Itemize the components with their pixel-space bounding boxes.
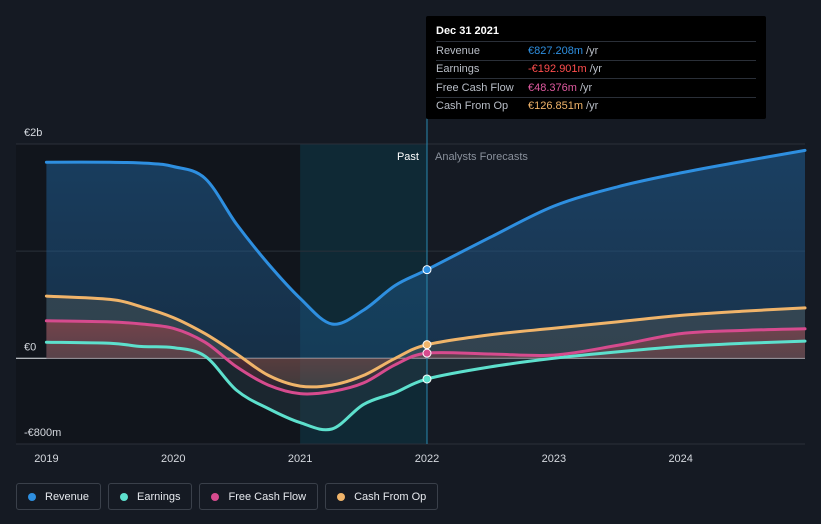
tooltip-row-unit: /yr	[579, 81, 593, 94]
x-axis-labels: 2019 2020 2021 2022 2023 2024	[34, 453, 693, 465]
legend-label: Revenue	[45, 490, 90, 503]
legend-item-cash-from-op[interactable]: Cash From Op	[325, 483, 439, 510]
tooltip-row-value: -€192.901m	[528, 63, 587, 76]
tooltip-row-unit: /yr	[589, 63, 602, 76]
tooltip-row-free-cash-flow: Free Cash Flow €48.376m/yr	[436, 78, 756, 97]
legend-item-earnings[interactable]: Earnings	[108, 483, 193, 510]
legend-label: Earnings	[137, 490, 181, 503]
x-tick-label: 2019	[34, 453, 58, 465]
forecast-label: Analysts Forecasts	[435, 151, 528, 163]
free-cash-flow-marker	[422, 348, 432, 358]
tooltip-row-label: Revenue	[436, 44, 481, 57]
legend-item-revenue[interactable]: Revenue	[16, 483, 102, 510]
tooltip-row-label: Free Cash Flow	[436, 81, 514, 94]
legend-dot-icon	[337, 492, 346, 501]
legend-item-free-cash-flow[interactable]: Free Cash Flow	[199, 483, 319, 510]
series-lines	[44, 148, 807, 432]
data-tooltip: Dec 31 2021 Revenue €827.208m/yr Earnings -…	[426, 16, 766, 119]
x-tick-label: 2021	[288, 453, 312, 465]
x-tick-label: 2022	[415, 453, 439, 465]
earnings-line	[44, 339, 807, 432]
tooltip-row-earnings: Earnings -€192.901m/yr	[436, 59, 756, 79]
x-tick-label: 2020	[161, 453, 185, 465]
cash-from-op-line	[44, 294, 807, 389]
revenue-line	[44, 148, 807, 326]
cash-from-op-area	[46, 296, 805, 387]
legend: Revenue Earnings Free Cash Flow Cash From O…	[16, 483, 439, 510]
legend-dot-icon	[211, 492, 220, 501]
x-tick-label: 2024	[668, 453, 692, 465]
free-cash-flow-line	[44, 319, 807, 396]
x-tick-label: 2023	[542, 453, 566, 465]
y-tick-label: €2b	[24, 127, 42, 139]
legend-dot-icon	[28, 492, 36, 501]
legend-dot-icon	[120, 492, 129, 501]
legend-label: Free Cash Flow	[228, 490, 307, 503]
y-tick-label: -€800m	[24, 427, 61, 439]
tooltip-row-value: €827.208m	[528, 44, 584, 57]
revenue-marker	[422, 265, 432, 275]
past-label: Past	[397, 151, 419, 163]
tooltip-row-revenue: Revenue €827.208m/yr	[436, 41, 756, 60]
tooltip-row-unit: /yr	[586, 44, 599, 57]
y-axis-labels: €2b €0 -€800m	[24, 127, 61, 439]
tooltip-row-cash-from-op: Cash From Op €126.851m/yr	[436, 96, 756, 116]
y-tick-label: €0	[24, 341, 36, 353]
tooltip-row-unit: /yr	[586, 100, 599, 113]
tooltip-row-value: €48.376m	[528, 81, 577, 94]
tooltip-row-label: Earnings	[436, 63, 480, 76]
revenue-area	[46, 150, 805, 359]
cash-from-op-marker	[422, 340, 432, 350]
tooltip-markers	[422, 265, 432, 384]
tooltip-row-label: Cash From Op	[436, 100, 509, 113]
tooltip-row-value: €126.851m	[528, 100, 584, 113]
tooltip-date: Dec 31 2021	[436, 25, 499, 37]
earnings-marker	[422, 374, 432, 384]
legend-label: Cash From Op	[354, 490, 427, 503]
